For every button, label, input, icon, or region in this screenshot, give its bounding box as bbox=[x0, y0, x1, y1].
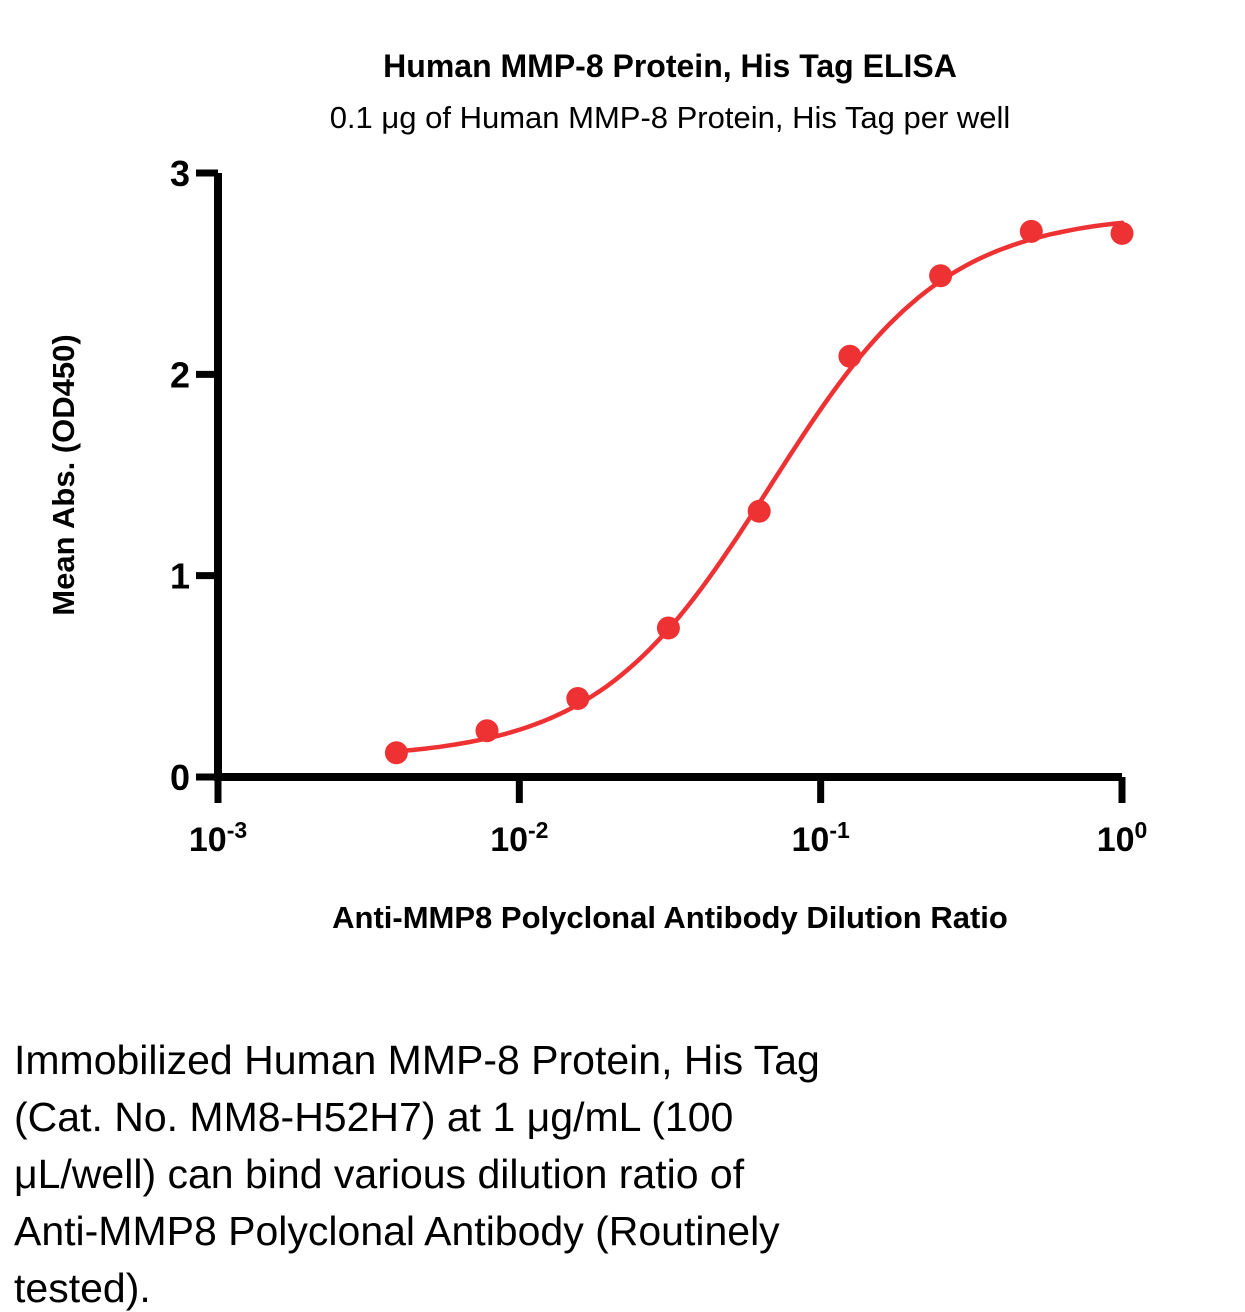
x-tick-label: 100 bbox=[1097, 817, 1148, 859]
data-point bbox=[747, 499, 771, 523]
chart-subtitle: 0.1 μg of Human MMP-8 Protein, His Tag p… bbox=[329, 100, 1011, 135]
x-tick-labels: 10-3 10-2 10-1 100 bbox=[189, 817, 1147, 859]
caption-line: Anti-MMP8 Polyclonal Antibody (Routinely bbox=[14, 1208, 780, 1254]
data-point bbox=[1019, 219, 1043, 243]
data-point bbox=[656, 616, 680, 640]
caption-line: Immobilized Human MMP-8 Protein, His Tag bbox=[14, 1037, 820, 1083]
data-point bbox=[475, 719, 499, 743]
axes bbox=[214, 173, 1122, 781]
x-tick-exponent: -2 bbox=[528, 817, 548, 843]
tick-marks bbox=[196, 169, 1126, 803]
x-tick-base: 10 bbox=[189, 821, 227, 859]
y-tick-label: 2 bbox=[170, 354, 190, 395]
data-point bbox=[384, 741, 408, 765]
caption-line: tested). bbox=[14, 1265, 151, 1311]
caption-line: (Cat. No. MM8-H52H7) at 1 μg/mL (100 bbox=[14, 1094, 734, 1140]
x-tick-base: 10 bbox=[490, 821, 528, 859]
y-tick-label: 1 bbox=[170, 556, 190, 597]
y-axis-title: Mean Abs. (OD450) bbox=[46, 334, 81, 615]
figure-caption: Immobilized Human MMP-8 Protein, His Tag… bbox=[14, 1032, 1024, 1312]
caption-line: μL/well) can bind various dilution ratio… bbox=[14, 1151, 745, 1197]
x-tick-exponent: 0 bbox=[1135, 817, 1148, 843]
plot-svg: 0 1 2 3 10-3 10-2 10-1 100 Anti-MMP8 Pol… bbox=[46, 153, 1147, 935]
fit-curve-group bbox=[394, 220, 1125, 754]
x-tick-label: 10-3 bbox=[189, 817, 247, 859]
data-point bbox=[1110, 221, 1134, 245]
y-tick-label: 0 bbox=[170, 757, 190, 798]
y-tick-labels: 0 1 2 3 bbox=[170, 153, 190, 798]
x-axis-title: Anti-MMP8 Polyclonal Antibody Dilution R… bbox=[332, 900, 1008, 935]
data-point bbox=[929, 264, 953, 288]
x-tick-base: 10 bbox=[792, 821, 830, 859]
x-tick-label: 10-1 bbox=[792, 817, 850, 859]
data-point bbox=[838, 344, 862, 368]
x-tick-exponent: -3 bbox=[227, 817, 247, 843]
data-point bbox=[566, 687, 590, 710]
chart-title: Human MMP-8 Protein, His Tag ELISA bbox=[383, 48, 957, 84]
x-tick-label: 10-2 bbox=[490, 817, 548, 859]
data-points-group bbox=[384, 219, 1134, 765]
x-tick-exponent: -1 bbox=[829, 817, 850, 843]
fit-curve bbox=[394, 220, 1125, 754]
y-tick-label: 3 bbox=[170, 153, 190, 194]
x-tick-base: 10 bbox=[1097, 821, 1135, 859]
